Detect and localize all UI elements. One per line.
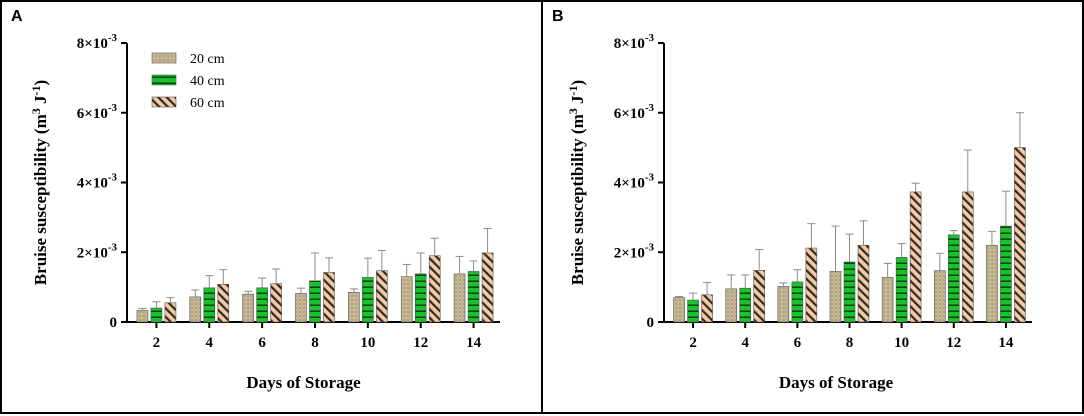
bar-20cm-day12	[400, 276, 413, 323]
bar-40cm-day12	[947, 234, 960, 323]
legend-label: 40 cm	[190, 74, 225, 89]
x-tick-label: 12	[413, 335, 428, 351]
bar-60cm-day14	[1014, 147, 1026, 323]
bar-60cm-day6	[270, 283, 282, 323]
x-tick-label: 2	[689, 335, 697, 351]
y-tick-label: 2×10-3	[77, 241, 118, 261]
bar-60cm-day10	[909, 191, 922, 323]
x-tick-label: 4	[741, 335, 749, 351]
chart-panel-b: B 0 2×10-3 4×10-3 6×10-3 8×10-3 Bruise suscep…	[541, 0, 1084, 414]
bar-20cm-day14	[986, 244, 998, 323]
bar-20cm-day8	[295, 293, 307, 323]
bar-60cm-day14	[481, 252, 494, 323]
bar-40cm-day4	[739, 287, 752, 323]
y-tick-label: 0	[110, 315, 118, 331]
bar-20cm-day6	[242, 293, 254, 323]
bar-20cm-day2	[673, 297, 685, 323]
bar-40cm-day14	[467, 271, 480, 323]
x-axis-title: Days of Storage	[246, 373, 361, 392]
bar-60cm-day2	[164, 302, 177, 323]
bar-60cm-day12	[961, 191, 974, 323]
panel-label-a: A	[11, 8, 23, 25]
legend-label: 60 cm	[190, 96, 225, 111]
y-axis-title: Bruise susceptibility (m3 J-1)	[29, 80, 50, 285]
bar-40cm-day8	[843, 261, 856, 323]
y-tick-label: 6×10-3	[77, 102, 118, 122]
y-tick-label: 4×10-3	[614, 172, 655, 192]
bar-chart-b: 0 2×10-3 4×10-3 6×10-3 8×10-3 Bruise suscepti…	[566, 32, 1032, 392]
y-tick-label: 8×10-3	[614, 32, 655, 52]
bar-20cm-day6	[777, 286, 790, 323]
bar-40cm-day14	[1000, 225, 1012, 323]
x-tick-label: 10	[360, 335, 375, 351]
bar-60cm-day6	[805, 247, 818, 323]
bar-40cm-day6	[256, 287, 268, 323]
bar-20cm-day12	[933, 270, 946, 323]
bar-20cm-day4	[725, 288, 738, 323]
x-tick-label: 8	[846, 335, 854, 351]
bar-40cm-day2	[687, 299, 699, 323]
bar-40cm-day2	[150, 307, 163, 323]
x-tick-label: 10	[894, 335, 909, 351]
bar-60cm-day4	[217, 284, 230, 323]
bar-60cm-day8	[323, 272, 335, 323]
y-tick-label: 8×10-3	[77, 32, 118, 52]
x-tick-label: 8	[311, 335, 319, 351]
bar-60cm-day4	[753, 270, 766, 323]
bar-20cm-day10	[881, 277, 894, 323]
y-tick-label: 0	[647, 315, 655, 331]
y-tick-label: 2×10-3	[614, 241, 655, 261]
x-tick-label: 12	[946, 335, 961, 351]
bar-40cm-day6	[791, 281, 804, 323]
bar-20cm-day2	[136, 310, 149, 323]
x-tick-label: 6	[794, 335, 802, 351]
legend-swatch-20cm	[151, 52, 177, 64]
y-tick-label: 6×10-3	[614, 102, 655, 122]
bar-chart-a: 0 2×10-3 4×10-3 6×10-3 8×10-3 Bruise suscepti…	[29, 32, 500, 392]
y-axis-title: Bruise susceptibility (m3 J-1)	[566, 80, 587, 285]
bar-20cm-day4	[189, 296, 202, 323]
bar-40cm-day8	[309, 280, 321, 323]
bar-60cm-day8	[857, 244, 870, 323]
chart-panel-a: A 0 2×10-3 4×10-3 6×10-3 8×10-3 Bruise suscep…	[0, 0, 543, 414]
panel-label-b: B	[552, 8, 564, 25]
bar-60cm-day12	[428, 255, 441, 323]
bar-40cm-day10	[362, 277, 374, 323]
x-tick-label: 14	[466, 335, 482, 351]
x-axis-title: Days of Storage	[779, 373, 894, 392]
bar-20cm-day14	[453, 273, 466, 323]
legend-swatch-60cm	[151, 96, 177, 108]
x-tick-label: 4	[206, 335, 214, 351]
bar-20cm-day8	[829, 271, 842, 323]
bar-60cm-day10	[376, 270, 388, 323]
legend-swatch-40cm	[151, 74, 177, 86]
bar-60cm-day2	[701, 294, 713, 323]
bar-40cm-day10	[895, 257, 908, 323]
bar-40cm-day12	[414, 273, 427, 323]
x-tick-label: 2	[153, 335, 161, 351]
x-tick-label: 6	[258, 335, 266, 351]
legend-label: 20 cm	[190, 52, 225, 67]
bar-20cm-day10	[348, 292, 360, 323]
bar-40cm-day4	[203, 287, 216, 323]
x-tick-label: 14	[998, 335, 1014, 351]
y-tick-label: 4×10-3	[77, 172, 118, 192]
